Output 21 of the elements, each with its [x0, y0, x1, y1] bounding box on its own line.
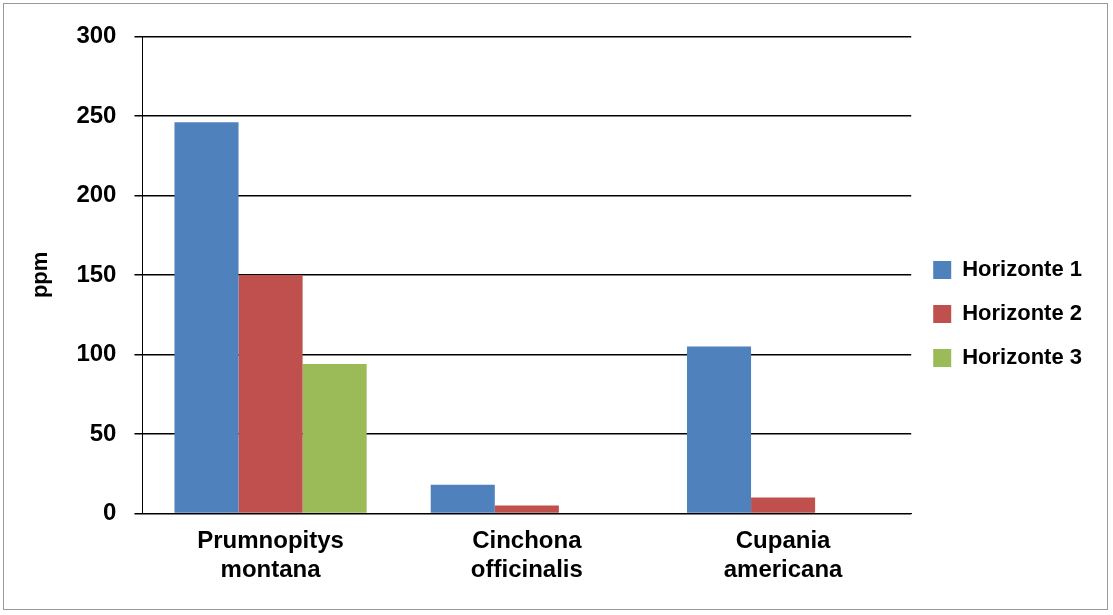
y-tick-label: 250	[76, 100, 117, 128]
y-axis-title: ppm	[27, 251, 53, 299]
legend-label: Horizonte 1	[962, 256, 1083, 282]
bar	[494, 505, 559, 513]
y-tick-label: 300	[76, 21, 117, 49]
x-tick-label: Prumnopitys montana	[197, 526, 344, 583]
y-tick-label: 0	[103, 498, 117, 526]
bar	[430, 484, 495, 513]
y-tick-label: 50	[89, 418, 117, 446]
bar	[174, 122, 239, 513]
bar	[238, 274, 303, 513]
bar	[302, 363, 367, 513]
bar	[686, 346, 752, 513]
legend-label: Horizonte 2	[962, 300, 1083, 326]
bar	[751, 497, 816, 513]
legend-label: Horizonte 3	[962, 344, 1083, 370]
x-tick-label: Cupania americana	[723, 526, 844, 583]
y-tick-label: 100	[76, 339, 117, 367]
x-tick-label: Cinchona officinalis	[470, 526, 583, 583]
y-tick-label: 150	[76, 259, 117, 287]
y-tick-label: 200	[76, 180, 117, 208]
